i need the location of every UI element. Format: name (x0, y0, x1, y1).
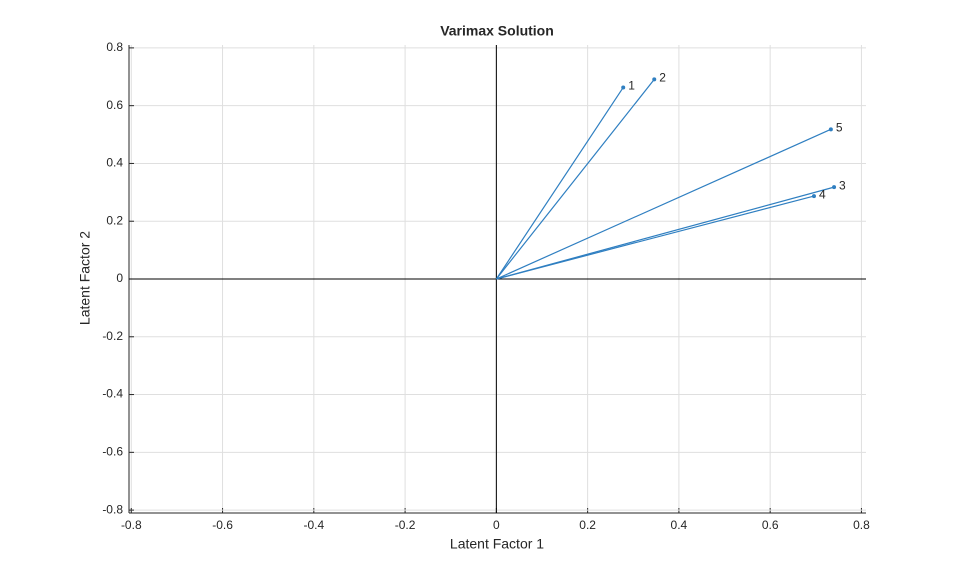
x-tick-label: -0.2 (395, 518, 416, 532)
vector-tip (828, 127, 833, 132)
x-tick-label: 0.8 (853, 518, 870, 532)
x-tick-label: -0.8 (121, 518, 142, 532)
x-tick-label: -0.6 (212, 518, 233, 532)
y-tick-label: 0.4 (106, 156, 123, 170)
y-tick-label: 0.6 (106, 98, 123, 112)
x-tick-label: 0 (493, 518, 500, 532)
y-tick-label: 0 (116, 271, 123, 285)
vector (495, 87, 624, 280)
x-tick-label: 0.6 (762, 518, 779, 532)
x-tick-label: 0.2 (579, 518, 596, 532)
vector-tip (621, 85, 626, 90)
y-axis-label: Latent Factor 2 (77, 231, 93, 325)
vector (495, 79, 655, 280)
vector-tip (811, 194, 816, 199)
vector-label: 2 (659, 71, 666, 85)
vector-label: 5 (836, 121, 843, 135)
vector (496, 128, 832, 280)
x-tick-label: 0.4 (671, 518, 688, 532)
y-tick-label: -0.2 (102, 329, 123, 343)
vector-tip (832, 185, 837, 190)
y-tick-label: 0.2 (106, 213, 123, 227)
vector-tip (652, 77, 657, 82)
y-tick-label: -0.8 (102, 502, 123, 516)
y-tick-label: -0.4 (102, 387, 123, 401)
x-axis-label: Latent Factor 1 (450, 536, 544, 552)
vector (496, 195, 815, 280)
vector-label: 4 (819, 187, 826, 201)
chart-title: Varimax Solution (440, 23, 554, 39)
y-tick-label: -0.6 (102, 445, 123, 459)
vector-label: 1 (628, 79, 635, 93)
y-tick-label: 0.8 (106, 40, 123, 54)
x-tick-label: -0.4 (303, 518, 324, 532)
vector-label: 3 (839, 178, 846, 192)
